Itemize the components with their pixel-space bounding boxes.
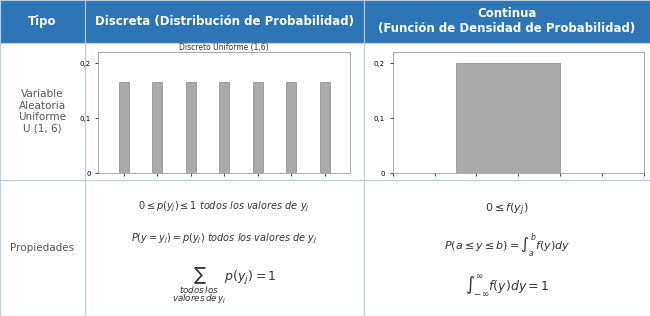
Text: $\sum_{\substack{todos\,los \\ valores\,de\,y_j}} p(y_j) = 1$: $\sum_{\substack{todos\,los \\ valores\,… — [172, 266, 277, 306]
Text: $P(a \leq y \leq b) = \int_a^b f(y)dy$: $P(a \leq y \leq b) = \int_a^b f(y)dy$ — [444, 231, 570, 259]
Text: $\int_{-\infty}^{\infty} f(y)dy = 1$: $\int_{-\infty}^{\infty} f(y)dy = 1$ — [465, 273, 549, 299]
Text: Continua
(Función de Densidad de Probabilidad): Continua (Función de Densidad de Probabi… — [378, 7, 636, 35]
Text: Discreta (Distribución de Probabilidad): Discreta (Distribución de Probabilidad) — [95, 15, 354, 28]
Text: Variable
Aleatoria
Uniforme
U (1, 6): Variable Aleatoria Uniforme U (1, 6) — [18, 89, 66, 134]
Text: Propiedades: Propiedades — [10, 243, 74, 253]
Text: Tipo: Tipo — [28, 15, 57, 28]
Text: $P(y = y_j) = p(y_j)$ todos los valores de $y_j$: $P(y = y_j) = p(y_j)$ todos los valores … — [131, 231, 317, 246]
Text: $0 \leq p(y_j) \leq 1$ todos los valores de $y_j$: $0 \leq p(y_j) \leq 1$ todos los valores… — [138, 200, 310, 215]
Text: $0 \leq f(y_j)$: $0 \leq f(y_j)$ — [486, 202, 528, 218]
